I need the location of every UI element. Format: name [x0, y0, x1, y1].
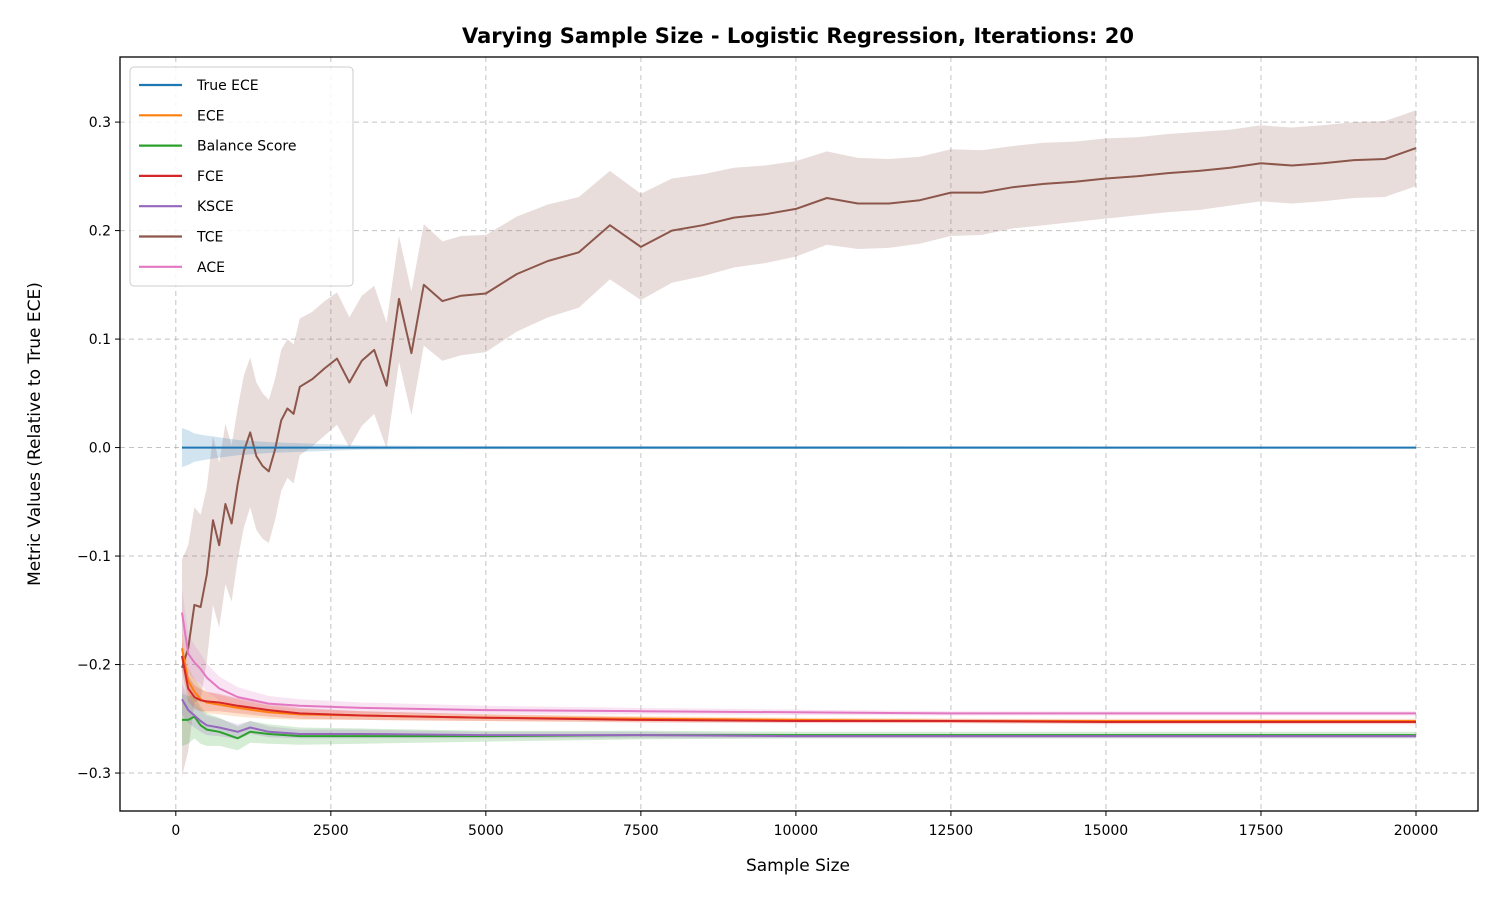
- legend: True ECE ECE Balance Score FCE KSCE TCE ACE: [129, 66, 354, 287]
- y-tick-label: 0.1: [89, 332, 111, 348]
- y-tick-label: 0.0: [89, 441, 111, 457]
- series-line-ace: [181, 612, 1416, 715]
- band-ace: [182, 588, 1416, 716]
- y-tick-label: −0.2: [77, 658, 111, 674]
- legend-entry: TCE: [196, 230, 223, 246]
- x-tick-label: 2500: [313, 823, 349, 839]
- y-axis-label: Metric Values (Relative to True ECE): [25, 282, 45, 586]
- legend-entry: KSCE: [197, 199, 234, 215]
- x-tick-label: 0: [171, 823, 180, 839]
- y-tick-label: −0.1: [77, 549, 111, 565]
- x-tick-label: 5000: [468, 823, 504, 839]
- series-line-tce: [181, 147, 1417, 669]
- x-axis-label: Sample Size: [746, 856, 850, 876]
- y-tick-label: 0.2: [89, 224, 111, 240]
- plot-area: [181, 110, 1417, 777]
- legend-frame: [129, 66, 354, 287]
- y-tick-label: −0.3: [77, 766, 111, 782]
- band-tce: [182, 110, 1416, 777]
- legend-entry: FCE: [197, 169, 224, 185]
- plot-frame: [119, 56, 1479, 812]
- x-tick-label: 15000: [1084, 823, 1129, 839]
- x-tick-label: 10000: [774, 823, 819, 839]
- x-tick-label: 17500: [1239, 823, 1284, 839]
- x-tick-label: 12500: [929, 823, 974, 839]
- series-line-fce: [181, 655, 1416, 723]
- y-tick-label: 0.3: [89, 115, 111, 131]
- legend-entry: ECE: [197, 108, 224, 124]
- legend-entry: ACE: [197, 260, 225, 276]
- series-line-ksce: [181, 698, 1416, 738]
- x-tick-label: 20000: [1394, 823, 1439, 839]
- legend-entry: Balance Score: [197, 139, 297, 155]
- band-fce: [182, 640, 1416, 725]
- chart-title: Varying Sample Size - Logistic Regressio…: [462, 24, 1134, 48]
- legend-entry: True ECE: [196, 78, 259, 94]
- x-tick-label: 7500: [623, 823, 659, 839]
- axis-ticks: 0 2500 5000 7500 10000 12500 15000 17500 20000 −0…: [77, 115, 1438, 839]
